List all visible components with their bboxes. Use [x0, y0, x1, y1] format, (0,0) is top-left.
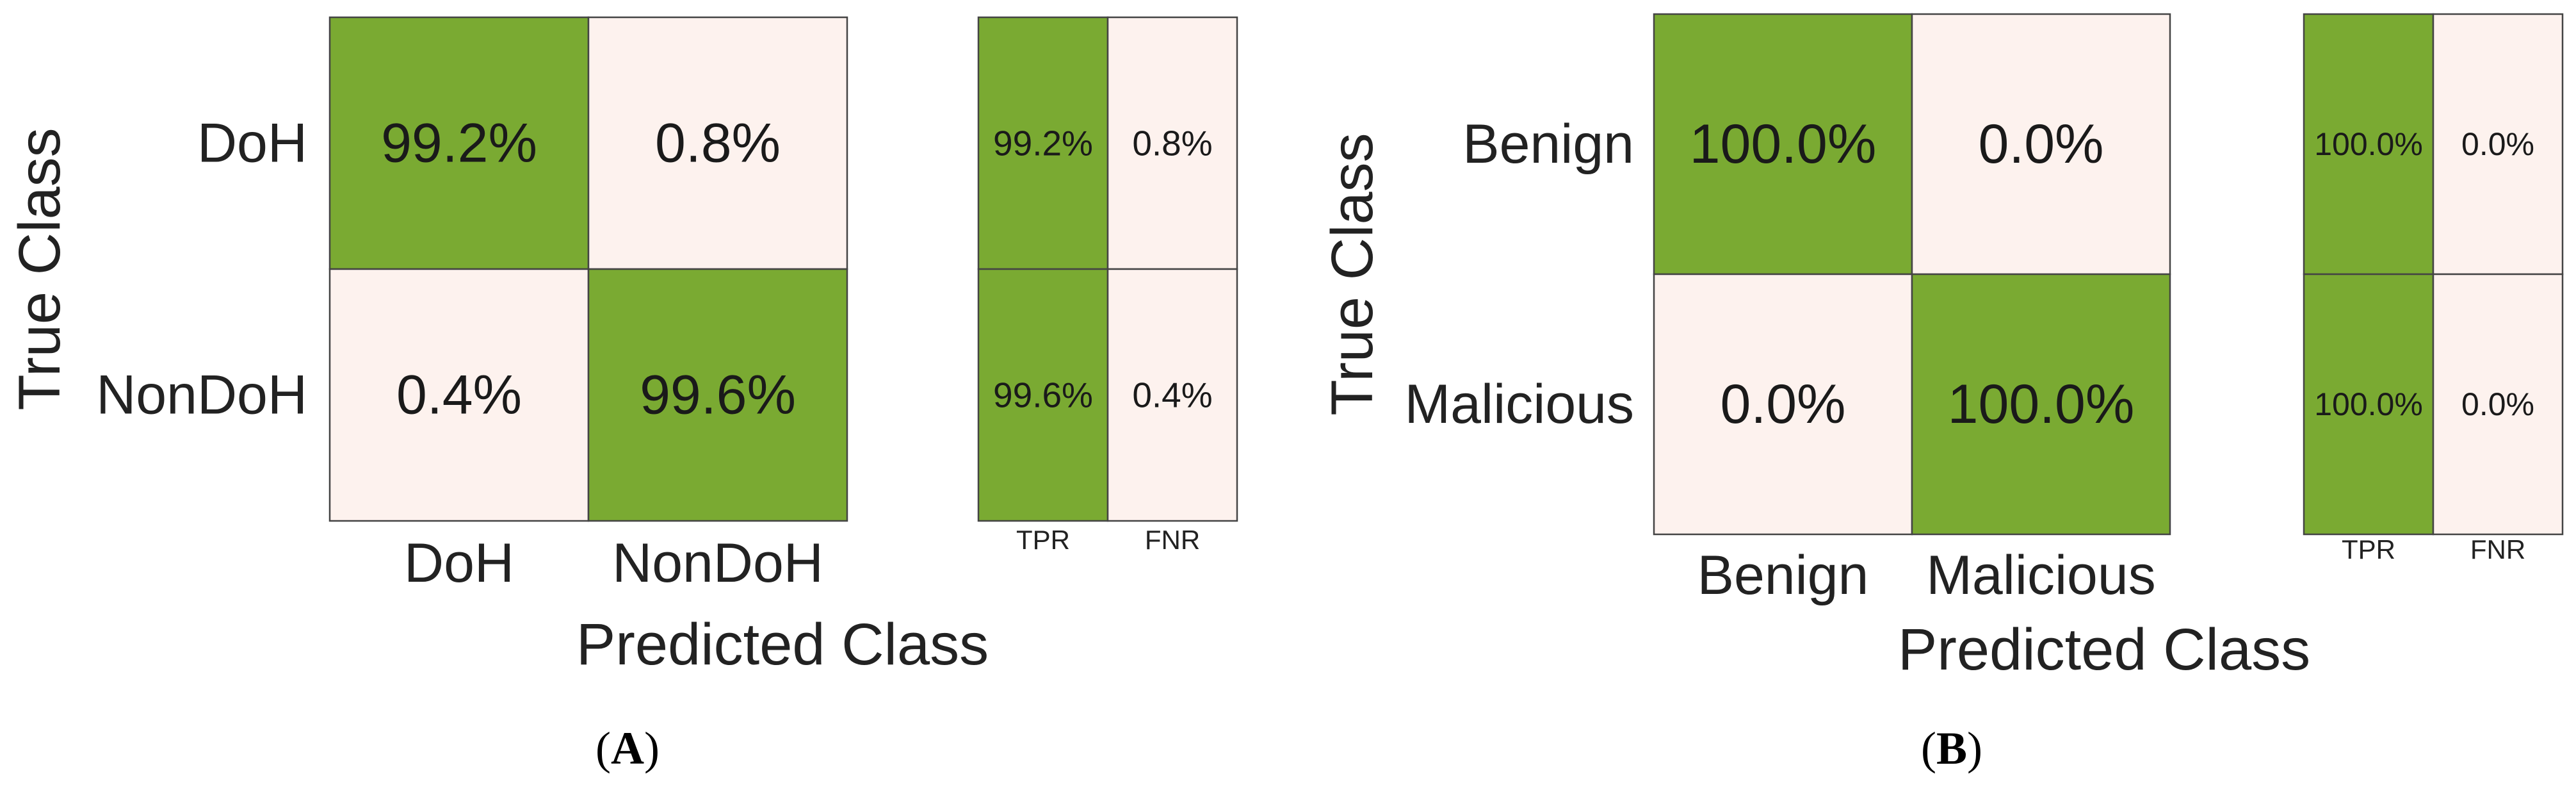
matrix-cell [1911, 273, 2171, 536]
summary-cell [977, 268, 1109, 522]
x-axis-title: Predicted Class [1898, 617, 2310, 682]
matrix-cell-value: 100.0% [1690, 113, 1877, 175]
matrix-cell [1911, 13, 2171, 276]
summary-cell [1106, 268, 1238, 522]
matrix-cell [328, 16, 590, 270]
panel-label: (B) [1921, 723, 1982, 774]
summary-cell-value: 0.8% [1132, 124, 1212, 163]
column-tick-label: Benign [1697, 545, 1869, 606]
panel-letter: A [611, 723, 644, 774]
y-axis-title: True Class [1320, 133, 1385, 415]
summary-column-label: FNR [1145, 525, 1200, 555]
summary-cell-value: 100.0% [2314, 126, 2423, 162]
row-tick-label: DoH [197, 113, 307, 174]
summary-cell [977, 16, 1109, 270]
matrix-cell-value: 0.8% [655, 113, 781, 174]
summary-cell-value: 0.0% [2461, 126, 2534, 162]
summary-column-label: TPR [1016, 525, 1070, 555]
summary-cell-value: 100.0% [2314, 386, 2423, 422]
x-axis-title: Predicted Class [576, 612, 989, 677]
summary-cell [2432, 273, 2564, 536]
row-tick-label: Malicious [1405, 374, 1634, 435]
matrix-cell-value: 99.6% [640, 365, 796, 426]
summary-cell [2303, 273, 2434, 536]
matrix-cell [587, 268, 848, 522]
row-tick-label: Benign [1462, 113, 1634, 175]
summary-cell [2432, 13, 2564, 276]
matrix-cell [587, 16, 848, 270]
panel-label: (A) [595, 723, 660, 774]
column-tick-label: NonDoH [612, 532, 823, 594]
summary-cell-value: 0.4% [1132, 375, 1212, 415]
matrix-cell-value: 100.0% [1948, 374, 2135, 435]
summary-cell [1106, 16, 1238, 270]
matrix-cell-value: 0.4% [396, 365, 522, 426]
row-tick-label: NonDoH [96, 365, 307, 426]
panel-letter: B [1936, 723, 1967, 774]
matrix-cell-value: 0.0% [1978, 113, 2103, 175]
summary-cell [2303, 13, 2434, 276]
summary-cell-value: 99.2% [993, 124, 1093, 163]
matrix-cell-value: 99.2% [381, 113, 537, 174]
summary-cell-value: 0.0% [2461, 386, 2534, 422]
matrix-cell-value: 0.0% [1720, 374, 1845, 435]
summary-column-label: FNR [2470, 534, 2525, 564]
summary-cell-value: 99.6% [993, 375, 1093, 415]
column-tick-label: Malicious [1926, 545, 2155, 606]
column-tick-label: DoH [404, 532, 514, 594]
summary-column-label: TPR [2342, 534, 2395, 564]
y-axis-title: True Class [7, 127, 72, 410]
matrix-cell [328, 268, 590, 522]
